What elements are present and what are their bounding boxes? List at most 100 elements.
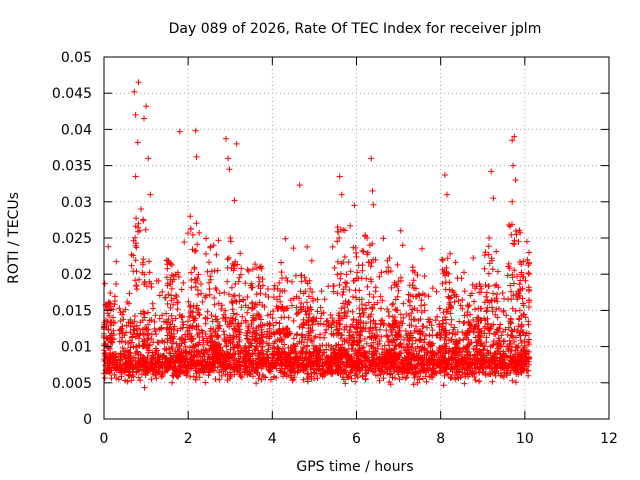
data-point xyxy=(126,290,133,297)
data-point xyxy=(190,317,197,324)
data-point xyxy=(209,354,216,361)
data-point xyxy=(189,344,196,351)
data-point xyxy=(140,256,147,263)
data-point xyxy=(353,294,359,301)
data-point xyxy=(481,343,488,350)
data-point xyxy=(136,342,143,349)
data-point xyxy=(246,358,253,365)
data-point xyxy=(410,348,417,354)
data-point xyxy=(231,371,238,378)
data-point xyxy=(146,317,153,324)
data-point xyxy=(514,273,521,280)
data-point xyxy=(226,337,233,344)
data-point xyxy=(389,322,396,328)
data-point xyxy=(250,364,257,371)
data-point xyxy=(520,258,527,265)
data-point xyxy=(224,377,231,383)
data-point xyxy=(359,267,366,274)
data-point xyxy=(512,177,519,184)
data-point xyxy=(402,375,409,382)
data-point xyxy=(125,362,132,369)
data-point xyxy=(180,321,187,328)
data-point xyxy=(522,277,529,284)
data-point xyxy=(476,347,483,354)
data-point xyxy=(182,331,188,338)
y-tick-label: 0.04 xyxy=(61,122,92,138)
data-point xyxy=(376,338,383,344)
data-point xyxy=(122,339,129,346)
data-point xyxy=(408,310,415,317)
data-point xyxy=(190,343,197,349)
data-point xyxy=(278,360,285,367)
data-point xyxy=(202,294,209,301)
data-point xyxy=(418,355,425,362)
data-point xyxy=(192,247,199,254)
data-point xyxy=(208,332,215,339)
data-point xyxy=(170,273,177,280)
data-point xyxy=(228,353,235,360)
data-point xyxy=(221,289,228,296)
data-point xyxy=(161,345,168,352)
data-point xyxy=(517,277,524,284)
data-point xyxy=(203,250,209,257)
data-point xyxy=(284,366,291,373)
data-point xyxy=(223,342,230,349)
data-point xyxy=(449,287,456,294)
y-tick-label: 0.01 xyxy=(61,340,92,356)
data-point xyxy=(428,322,435,329)
data-point xyxy=(455,375,462,382)
data-point xyxy=(105,243,112,250)
data-point xyxy=(353,370,360,377)
data-point xyxy=(418,309,425,316)
data-point xyxy=(153,277,160,284)
data-point xyxy=(300,290,307,297)
data-point xyxy=(179,359,186,365)
data-point xyxy=(359,247,366,254)
data-point xyxy=(489,369,496,376)
data-point xyxy=(324,317,331,324)
data-point xyxy=(516,315,523,322)
data-point xyxy=(298,306,305,313)
data-point xyxy=(254,338,261,345)
data-point xyxy=(229,306,236,313)
data-point xyxy=(349,308,356,315)
data-point xyxy=(252,261,259,268)
data-point xyxy=(242,280,249,287)
data-point xyxy=(480,368,487,375)
data-point xyxy=(304,378,311,385)
y-tick-label: 0 xyxy=(83,412,92,428)
data-point xyxy=(194,287,201,294)
data-point xyxy=(509,365,516,372)
data-point xyxy=(187,344,193,351)
data-point xyxy=(260,373,267,380)
data-point xyxy=(453,369,460,376)
data-point xyxy=(128,377,135,384)
data-point xyxy=(258,263,264,270)
data-point xyxy=(282,235,289,242)
data-point xyxy=(275,305,282,312)
data-point xyxy=(407,329,414,336)
data-point xyxy=(511,133,518,140)
data-point xyxy=(378,363,385,370)
data-point xyxy=(296,182,303,189)
data-point xyxy=(415,317,422,324)
data-point xyxy=(128,262,135,269)
data-point xyxy=(379,297,386,304)
data-point xyxy=(170,330,177,337)
data-point xyxy=(109,351,116,358)
data-point xyxy=(238,374,245,381)
data-point xyxy=(167,304,174,311)
data-point xyxy=(329,315,336,322)
data-point xyxy=(227,369,233,376)
data-point xyxy=(204,358,211,365)
data-point xyxy=(182,336,189,343)
data-point xyxy=(485,251,492,258)
data-point xyxy=(204,268,211,275)
data-point xyxy=(526,297,532,304)
data-point xyxy=(405,350,412,356)
data-point xyxy=(189,336,196,343)
data-point xyxy=(525,270,532,277)
data-point xyxy=(474,342,480,349)
data-point xyxy=(337,335,344,342)
data-point xyxy=(303,299,310,306)
